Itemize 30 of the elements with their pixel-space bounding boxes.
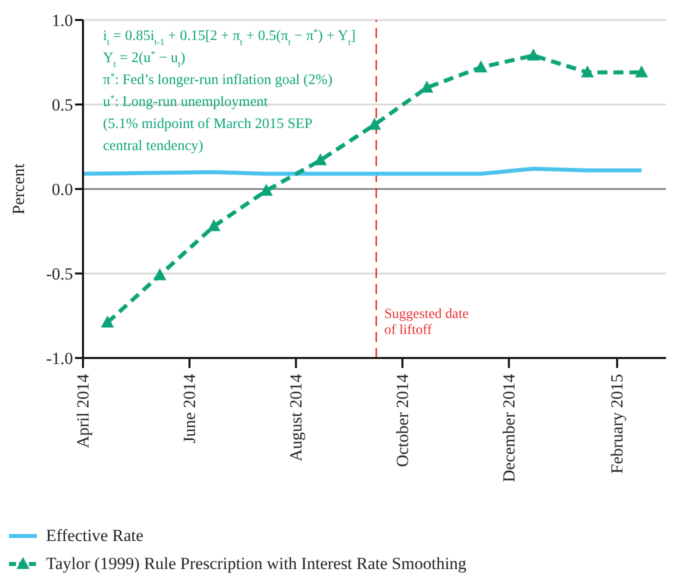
x-tick-label: December 2014 xyxy=(499,374,518,482)
annotation: Y$_{t}$ = 2(u$^{*}$ − u$_{t}$) xyxy=(103,49,186,69)
point xyxy=(635,65,648,78)
annotation: (5.1% midpoint of March 2015 SEP xyxy=(103,116,312,132)
annotation: central tendency) xyxy=(103,138,204,154)
x-tick-label: October 2014 xyxy=(392,374,412,468)
legend-label: Effective Rate xyxy=(46,526,144,546)
point xyxy=(526,48,540,60)
x-tick-label: June 2014 xyxy=(180,374,199,444)
x-tick-label: April 2014 xyxy=(74,374,92,448)
x-tick-label: February 2015 xyxy=(608,374,627,474)
point xyxy=(474,60,488,72)
y-tick-label: -0.5 xyxy=(46,264,73,284)
y-tick-label: 1.0 xyxy=(52,11,73,30)
point xyxy=(260,184,273,196)
point xyxy=(314,153,327,166)
y-tick-label: -1.0 xyxy=(46,349,73,368)
x-tick-label: August 2014 xyxy=(286,374,306,462)
y-tick-label: 0.5 xyxy=(52,96,73,115)
annotation: u$^{*}$: Long-run unemployment xyxy=(103,93,268,110)
point xyxy=(100,316,114,328)
point xyxy=(153,268,166,280)
point xyxy=(207,219,220,232)
annotation: π$^{*}$: Fed’s longer-run inflation goal (2%) xyxy=(103,71,333,88)
legend-label: Taylor (1999) Rule Prescription with Interest Rate Smoothing xyxy=(46,554,466,574)
y-axis-title: Percent xyxy=(9,163,28,214)
y-tick-label: 0.0 xyxy=(52,180,73,200)
text: i$_{t}$ = 0.85i$_{t-1}$ + 0.15[2 + π$_{t}$ + 0.5(π$_{t}$ − π$^{*}$) + Y$_{t}$] xyxy=(103,27,356,47)
ref-line-label: Suggested date of liftoff xyxy=(384,307,469,338)
point xyxy=(580,65,594,78)
